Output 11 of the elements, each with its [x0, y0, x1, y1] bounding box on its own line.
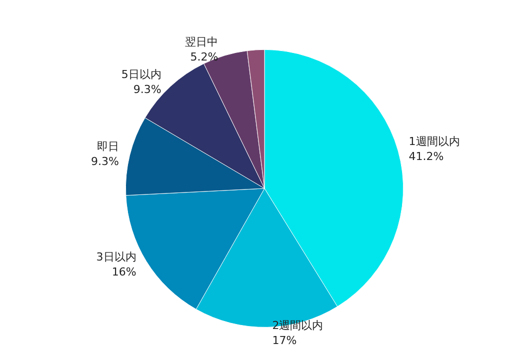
data-label: 9.3% — [90, 154, 119, 168]
slice-label: 3日以内 — [96, 250, 136, 264]
slice-label: 即日 — [96, 140, 119, 153]
data-label: 9.3% — [133, 82, 162, 96]
slice-label: 1週間以内 — [408, 134, 460, 148]
data-label: 17% — [272, 334, 297, 348]
data-label: 16% — [112, 265, 136, 278]
data-label: 5.2% — [190, 50, 218, 64]
slice-label: 翌日中 — [185, 36, 218, 49]
data-label: 41.2% — [408, 150, 444, 163]
slice-label: 5日以内 — [121, 68, 162, 81]
